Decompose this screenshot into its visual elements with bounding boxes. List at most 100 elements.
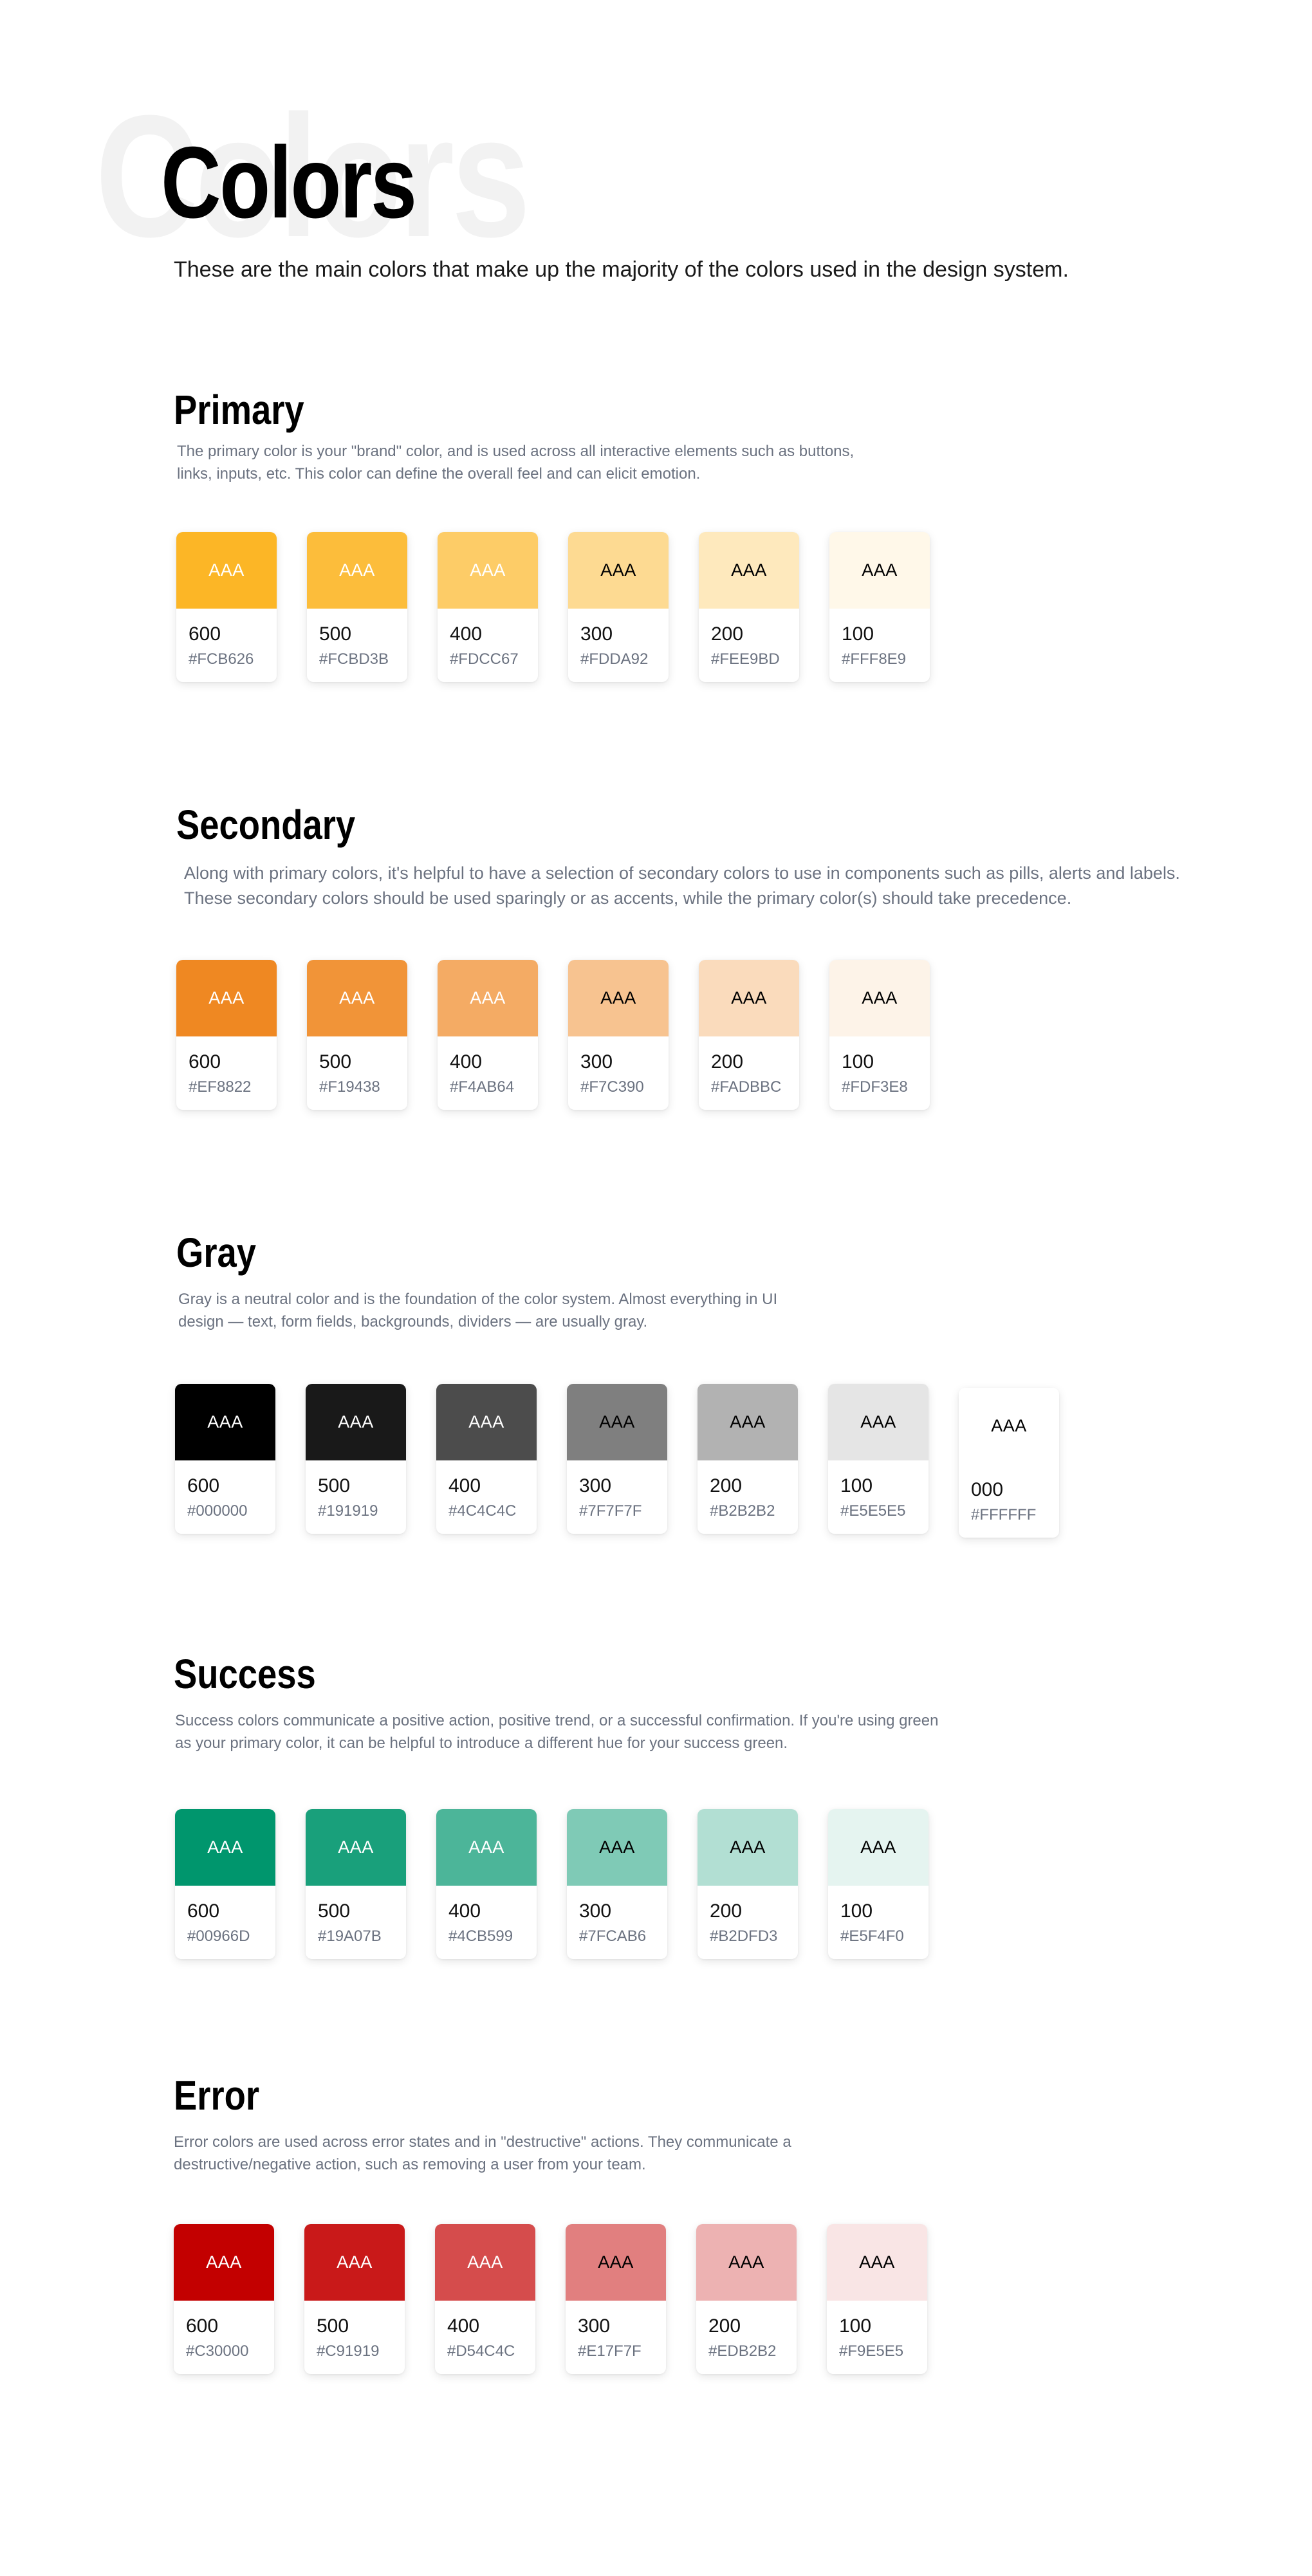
hex-code: #FADBBC (711, 1078, 782, 1096)
color-card[interactable]: AAA 300 #E17F7F (566, 2224, 666, 2374)
contrast-label: AAA (208, 988, 245, 1007)
contrast-label: AAA (339, 988, 375, 1007)
shade-number: 500 (317, 2315, 349, 2337)
color-card[interactable]: AAA 600 #C30000 (174, 2224, 274, 2374)
contrast-label: AAA (730, 1837, 766, 1857)
color-swatch: AAA (959, 1388, 1059, 1464)
color-card[interactable]: AAA 400 #F4AB64 (438, 960, 538, 1110)
color-card[interactable]: AAA 600 #EF8822 (176, 960, 277, 1110)
color-card[interactable]: AAA 600 #00966D (175, 1809, 275, 1959)
color-card[interactable]: AAA 200 #EDB2B2 (696, 2224, 797, 2374)
color-card[interactable]: AAA 100 #FFF8E9 (829, 532, 930, 682)
color-swatch: AAA (306, 1384, 406, 1460)
shade-number: 300 (579, 1900, 612, 1922)
color-swatch: AAA (568, 960, 669, 1036)
color-card[interactable]: AAA 100 #FDF3E8 (829, 960, 930, 1110)
hex-code: #E17F7F (578, 2342, 642, 2360)
color-swatch: AAA (436, 1384, 537, 1460)
section-description: The primary color is your "brand" color,… (177, 443, 855, 483)
color-swatch: AAA (698, 1384, 798, 1460)
hex-code: #EDB2B2 (708, 2342, 777, 2360)
shade-number: 400 (448, 1475, 481, 1496)
color-swatch: AAA (828, 1809, 929, 1886)
section-description: Along with primary colors, it's helpful … (184, 863, 1180, 908)
shade-number: 600 (189, 1051, 221, 1072)
contrast-label: AAA (468, 1837, 504, 1857)
hex-code: #FFF8E9 (842, 650, 907, 668)
color-swatch: AAA (307, 532, 407, 609)
color-card[interactable]: AAA 200 #FEE9BD (699, 532, 799, 682)
color-card[interactable]: AAA 600 #FCB626 (176, 532, 277, 682)
color-card[interactable]: AAA 100 #E5F4F0 (828, 1809, 929, 1959)
color-swatch: AAA (699, 532, 799, 609)
color-card[interactable]: AAA 500 #191919 (306, 1384, 406, 1534)
contrast-label: AAA (598, 2252, 634, 2272)
section-title: Secondary (176, 802, 356, 848)
color-card[interactable]: AAA 300 #FDDA92 (568, 532, 669, 682)
shade-number: 400 (448, 1900, 481, 1922)
color-card[interactable]: AAA 300 #7F7F7F (567, 1384, 667, 1534)
color-card[interactable]: AAA 500 #FCBD3B (307, 532, 407, 682)
contrast-label: AAA (860, 1837, 896, 1857)
shade-number: 200 (710, 1475, 743, 1496)
contrast-label: AAA (338, 1837, 374, 1857)
color-swatch: AAA (696, 2224, 797, 2301)
shade-number: 100 (842, 623, 874, 645)
color-card[interactable]: AAA 300 #F7C390 (568, 960, 669, 1110)
color-card[interactable]: AAA 400 #FDCC67 (438, 532, 538, 682)
color-swatch: AAA (175, 1809, 275, 1886)
color-card[interactable]: AAA 500 #F19438 (307, 960, 407, 1110)
contrast-label: AAA (470, 560, 506, 580)
color-card[interactable]: AAA 300 #7FCAB6 (567, 1809, 667, 1959)
color-swatch: AAA (829, 960, 930, 1036)
color-swatch: AAA (568, 532, 669, 609)
shade-number: 200 (711, 1051, 744, 1072)
hex-code: #FEE9BD (711, 650, 780, 668)
color-card[interactable]: AAA 400 #4C4C4C (436, 1384, 537, 1534)
contrast-label: AAA (600, 560, 636, 580)
color-card[interactable]: AAA 200 #B2B2B2 (698, 1384, 798, 1534)
shade-number: 200 (711, 623, 744, 645)
color-card[interactable]: AAA 100 #F9E5E5 (827, 2224, 927, 2374)
page-title: Colors (161, 126, 417, 239)
contrast-label: AAA (600, 988, 636, 1007)
hex-code: #FDF3E8 (842, 1078, 908, 1096)
color-swatch: AAA (438, 532, 538, 609)
hex-code: #4C4C4C (448, 1502, 517, 1520)
contrast-label: AAA (862, 988, 898, 1007)
contrast-label: AAA (206, 2252, 242, 2272)
section-title: Error (174, 2072, 260, 2119)
hex-code: #19A07B (318, 1927, 382, 1945)
hex-code: #C91919 (317, 2342, 380, 2360)
color-card[interactable]: AAA 200 #B2DFD3 (698, 1809, 798, 1959)
color-card[interactable]: AAA 400 #D54C4C (435, 2224, 535, 2374)
shade-number: 600 (187, 1900, 220, 1922)
shade-number: 600 (187, 1475, 220, 1496)
section-description: Gray is a neutral color and is the found… (178, 1291, 778, 1330)
color-swatch: AAA (174, 2224, 274, 2301)
hex-code: #FFFFFF (971, 1506, 1037, 1523)
color-swatch: AAA (566, 2224, 666, 2301)
color-card[interactable]: AAA 400 #4CB599 (436, 1809, 537, 1959)
shade-number: 200 (708, 2315, 741, 2337)
color-card[interactable]: AAA 100 #E5E5E5 (828, 1384, 929, 1534)
color-card[interactable]: AAA 500 #C91919 (304, 2224, 405, 2374)
color-card[interactable]: AAA 000 #FFFFFF (959, 1388, 1059, 1538)
color-swatch: AAA (827, 2224, 927, 2301)
contrast-label: AAA (208, 560, 245, 580)
color-swatch: AAA (307, 960, 407, 1036)
contrast-label: AAA (468, 1412, 504, 1431)
color-swatch: AAA (438, 960, 538, 1036)
contrast-label: AAA (862, 560, 898, 580)
color-card[interactable]: AAA 500 #19A07B (306, 1809, 406, 1959)
hex-code: #F19438 (319, 1078, 380, 1096)
hex-code: #D54C4C (447, 2342, 515, 2360)
color-card[interactable]: AAA 200 #FADBBC (699, 960, 799, 1110)
contrast-label: AAA (730, 1412, 766, 1431)
color-swatch: AAA (175, 1384, 275, 1460)
color-card[interactable]: AAA 600 #000000 (175, 1384, 275, 1534)
color-swatch: AAA (567, 1384, 667, 1460)
hex-code: #FCBD3B (319, 650, 389, 668)
shade-number: 100 (840, 1475, 873, 1496)
hex-code: #E5E5E5 (840, 1502, 906, 1520)
